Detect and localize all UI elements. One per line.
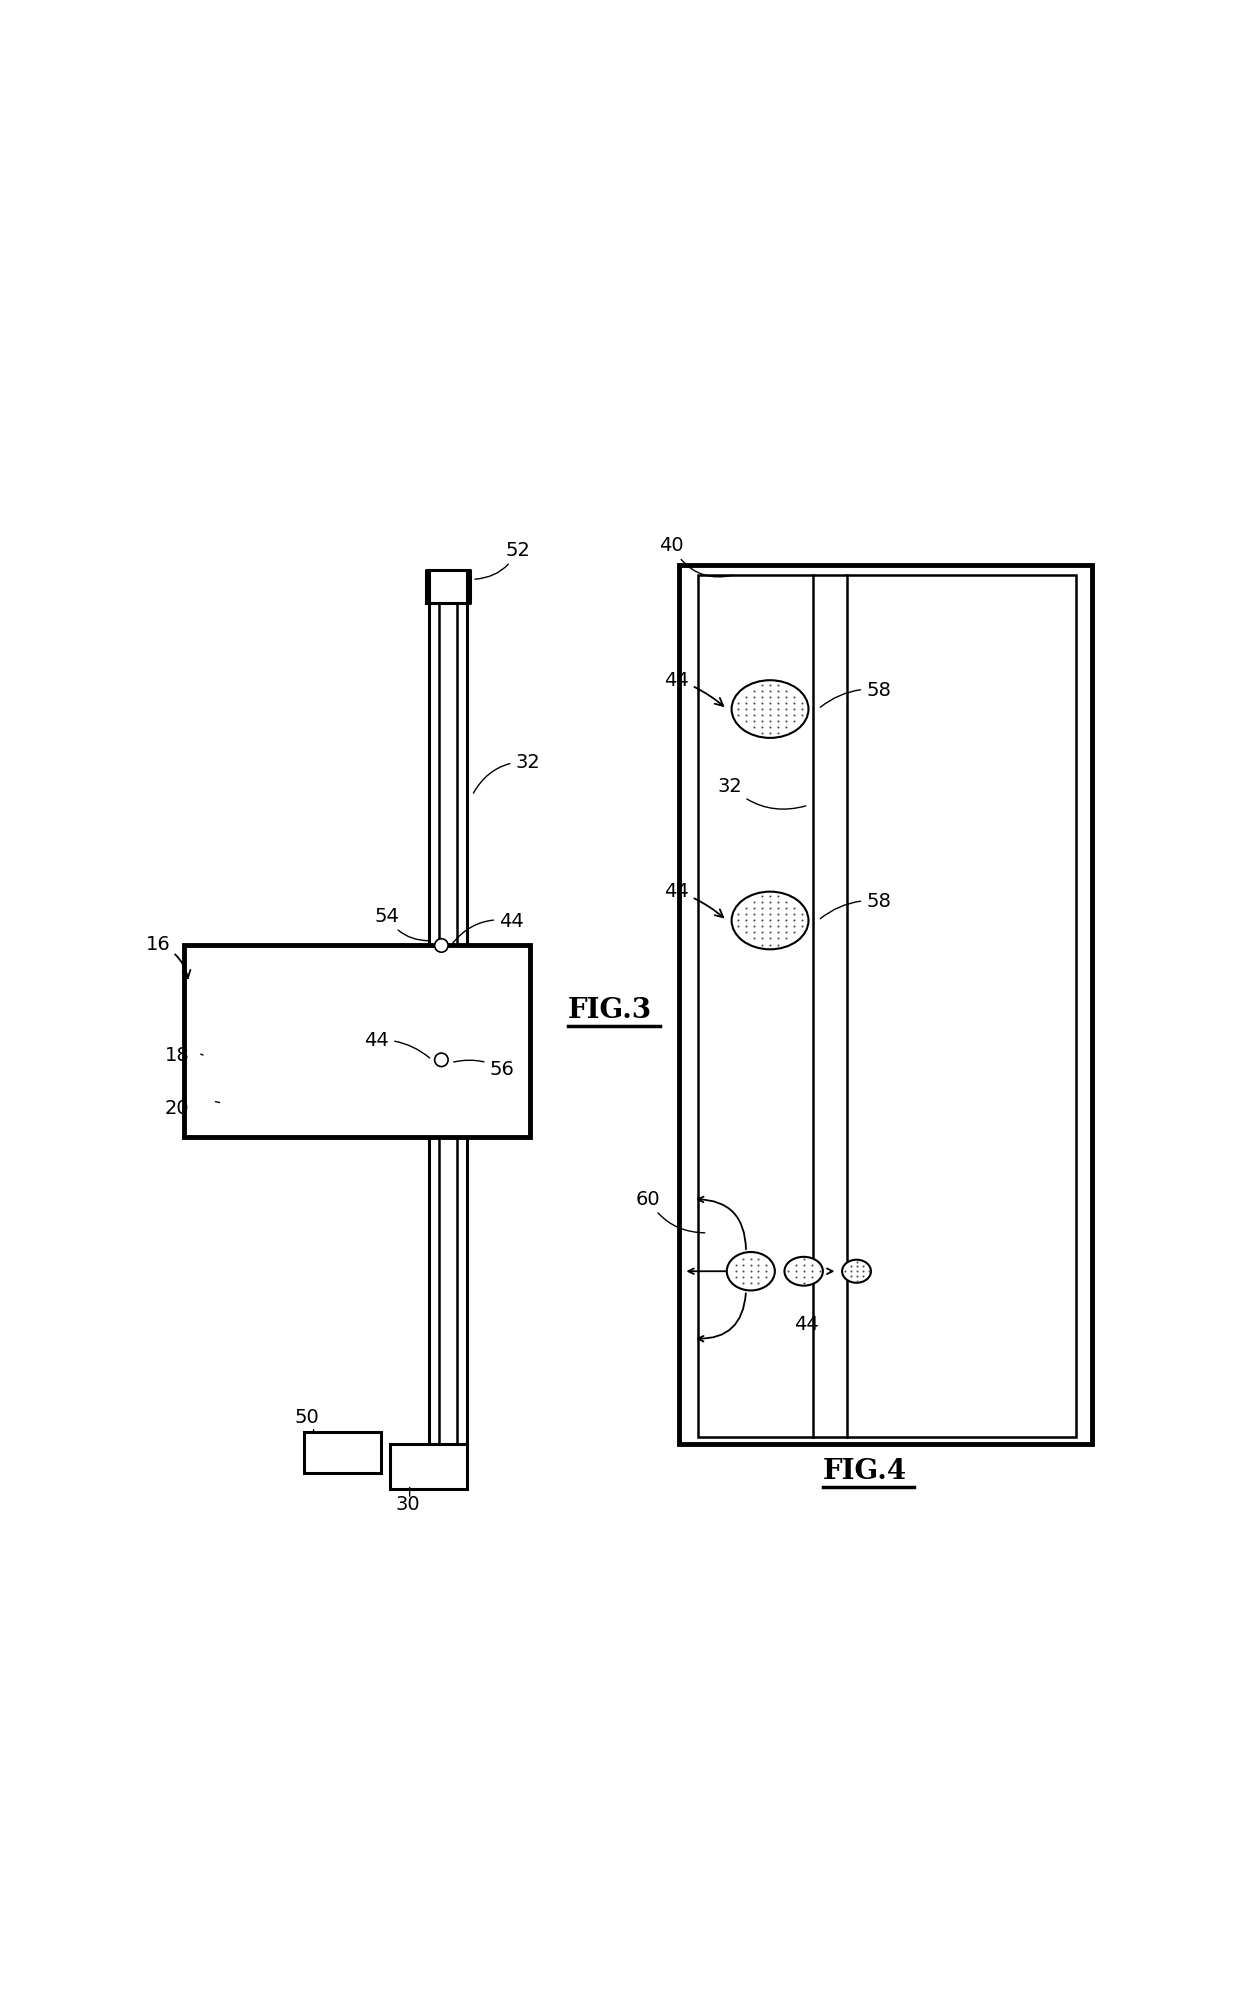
Text: 20: 20 bbox=[165, 1098, 190, 1118]
Text: 32: 32 bbox=[474, 753, 541, 794]
Text: 58: 58 bbox=[820, 681, 892, 709]
Text: 52: 52 bbox=[475, 542, 531, 580]
Bar bbox=[698, 576, 1075, 1438]
Bar bbox=[391, 1444, 467, 1490]
Text: 16: 16 bbox=[145, 934, 191, 979]
Text: 18: 18 bbox=[165, 1045, 190, 1063]
Text: 56: 56 bbox=[454, 1059, 515, 1080]
Text: 58: 58 bbox=[820, 892, 892, 918]
Ellipse shape bbox=[732, 681, 808, 739]
Text: FIG.3: FIG.3 bbox=[568, 997, 652, 1023]
Text: 54: 54 bbox=[374, 906, 429, 941]
Text: 32: 32 bbox=[717, 775, 806, 810]
Text: 30: 30 bbox=[396, 1494, 420, 1513]
Text: 40: 40 bbox=[660, 536, 734, 578]
Ellipse shape bbox=[842, 1261, 870, 1283]
Text: 44: 44 bbox=[794, 1315, 818, 1333]
Text: 44: 44 bbox=[453, 912, 523, 945]
Bar bbox=[678, 566, 1092, 1444]
Bar bbox=[184, 945, 529, 1138]
Text: 44: 44 bbox=[365, 1031, 430, 1059]
Text: 60: 60 bbox=[635, 1190, 704, 1233]
Text: 50: 50 bbox=[294, 1408, 319, 1426]
Circle shape bbox=[435, 939, 448, 953]
Ellipse shape bbox=[785, 1257, 823, 1287]
Ellipse shape bbox=[732, 892, 808, 951]
Text: FIG.4: FIG.4 bbox=[823, 1458, 906, 1484]
Text: 44: 44 bbox=[665, 882, 723, 918]
Circle shape bbox=[435, 1053, 448, 1067]
Text: 44: 44 bbox=[665, 671, 723, 707]
Bar bbox=[304, 1432, 381, 1474]
Ellipse shape bbox=[727, 1253, 775, 1291]
